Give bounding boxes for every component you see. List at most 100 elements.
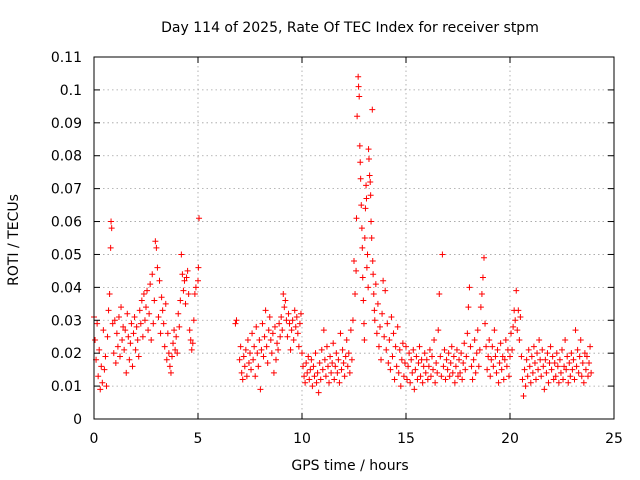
data-point: [495, 379, 502, 386]
data-point: [114, 343, 121, 350]
data-point: [414, 376, 421, 383]
data-point: [566, 360, 573, 367]
x-tick-label: 25: [605, 431, 623, 447]
data-point: [337, 330, 344, 337]
data-point: [369, 106, 376, 113]
data-point: [244, 337, 251, 344]
data-point: [448, 343, 455, 350]
data-point: [128, 320, 135, 327]
data-point: [258, 346, 265, 353]
data-point: [309, 383, 316, 390]
data-point: [449, 369, 456, 376]
y-tick-label: 0.05: [51, 247, 82, 263]
data-point: [500, 376, 507, 383]
data-point: [434, 369, 441, 376]
x-tick-label: 10: [293, 431, 311, 447]
data-point: [243, 373, 250, 380]
data-point: [340, 360, 347, 367]
data-point: [156, 277, 163, 284]
data-point: [426, 346, 433, 353]
data-point: [107, 244, 114, 251]
data-point: [364, 251, 371, 258]
data-point: [496, 360, 503, 367]
data-point: [316, 360, 323, 367]
data-point: [494, 346, 501, 353]
data-point: [103, 383, 110, 390]
data-point: [490, 363, 497, 370]
data-point: [296, 320, 303, 327]
data-point: [499, 353, 506, 360]
data-point: [161, 343, 168, 350]
data-point: [271, 323, 278, 330]
data-point: [581, 350, 588, 357]
data-point: [301, 373, 308, 380]
data-point: [571, 376, 578, 383]
data-point: [329, 360, 336, 367]
data-point: [345, 350, 352, 357]
data-point: [163, 356, 170, 363]
data-point: [474, 327, 481, 334]
data-point: [547, 343, 554, 350]
data-point: [123, 369, 130, 376]
data-point: [534, 350, 541, 357]
data-point: [249, 330, 256, 337]
data-point: [108, 218, 115, 225]
data-point: [113, 330, 120, 337]
data-point: [503, 363, 510, 370]
data-point: [476, 346, 483, 353]
data-point: [487, 373, 494, 380]
data-point: [262, 307, 269, 314]
data-point: [120, 323, 127, 330]
data-point: [334, 369, 341, 376]
data-point: [541, 386, 548, 393]
data-point: [477, 304, 484, 311]
data-point: [162, 300, 169, 307]
data-point: [181, 277, 188, 284]
data-point: [321, 356, 328, 363]
data-point: [130, 330, 137, 337]
data-point: [347, 327, 354, 334]
data-point: [524, 373, 531, 380]
data-point: [253, 323, 260, 330]
data-point: [195, 277, 201, 284]
data-point: [401, 360, 408, 367]
data-point: [472, 369, 479, 376]
data-point: [379, 310, 386, 317]
y-tick-label: 0.02: [51, 346, 82, 362]
data-point: [429, 353, 435, 360]
data-point: [187, 337, 194, 344]
data-point: [530, 343, 537, 350]
data-point: [586, 360, 593, 367]
data-point: [431, 337, 438, 344]
y-tick-label: 0.07: [51, 182, 82, 198]
data-point: [436, 290, 443, 297]
data-point: [338, 366, 345, 373]
data-point: [176, 323, 183, 330]
data-point: [362, 205, 369, 212]
data-point: [562, 337, 569, 344]
data-point: [186, 327, 193, 334]
data-point: [351, 258, 357, 265]
data-point: [238, 369, 245, 376]
data-point: [165, 350, 172, 357]
data-point: [196, 215, 203, 222]
data-point: [575, 369, 582, 376]
data-point: [533, 376, 539, 383]
data-point: [576, 353, 583, 360]
data-point: [286, 320, 293, 327]
data-point: [450, 353, 457, 360]
data-point: [150, 320, 157, 327]
data-point: [97, 386, 104, 393]
data-point: [357, 175, 364, 182]
data-point: [346, 369, 353, 376]
data-points: [91, 73, 595, 399]
data-point: [100, 327, 107, 334]
data-point: [333, 350, 340, 357]
data-point: [456, 356, 463, 363]
data-point: [241, 363, 248, 370]
data-point: [381, 333, 388, 340]
data-point: [523, 356, 530, 363]
data-point: [174, 350, 181, 357]
